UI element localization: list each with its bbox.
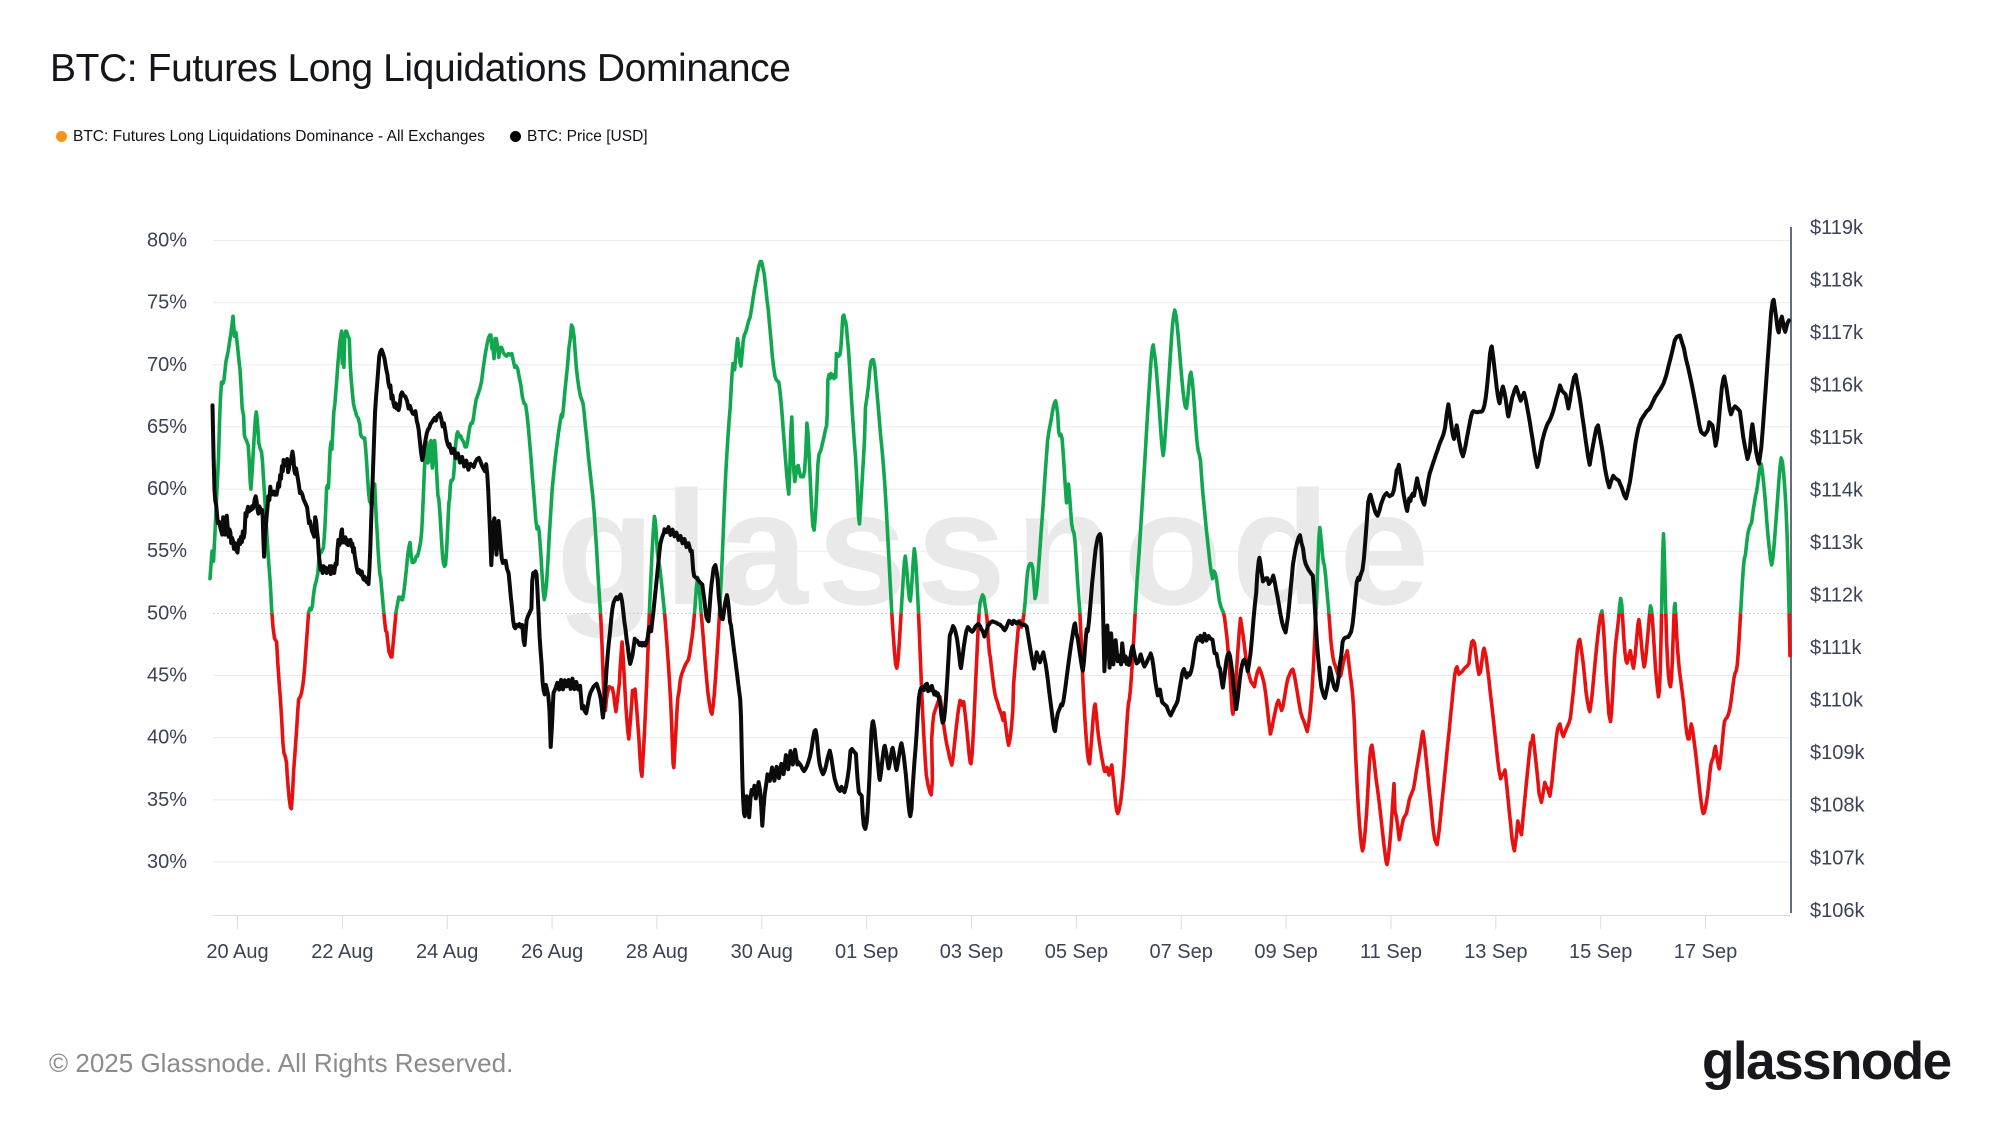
svg-text:22 Aug: 22 Aug [311, 941, 373, 963]
svg-text:$108k: $108k [1810, 795, 1865, 817]
svg-text:09 Sep: 09 Sep [1254, 941, 1317, 963]
svg-text:05 Sep: 05 Sep [1045, 941, 1108, 963]
svg-text:$114k: $114k [1810, 480, 1864, 502]
svg-text:11 Sep: 11 Sep [1360, 941, 1422, 963]
svg-text:07 Sep: 07 Sep [1150, 941, 1213, 963]
svg-text:$110k: $110k [1810, 690, 1864, 712]
svg-text:60%: 60% [147, 478, 187, 500]
svg-text:24 Aug: 24 Aug [416, 941, 478, 963]
svg-text:$113k: $113k [1810, 532, 1864, 554]
svg-text:$112k: $112k [1810, 585, 1864, 607]
svg-text:80%: 80% [147, 230, 187, 252]
svg-text:75%: 75% [147, 292, 187, 314]
svg-text:$117k: $117k [1810, 322, 1864, 344]
svg-text:55%: 55% [147, 540, 187, 562]
svg-text:$119k: $119k [1810, 217, 1864, 239]
svg-text:$116k: $116k [1810, 374, 1864, 396]
svg-text:50%: 50% [147, 602, 187, 624]
svg-text:15 Sep: 15 Sep [1569, 941, 1632, 963]
svg-text:$118k: $118k [1810, 269, 1864, 291]
svg-text:$106k: $106k [1810, 900, 1865, 922]
svg-text:35%: 35% [147, 789, 187, 811]
svg-text:70%: 70% [147, 354, 187, 376]
svg-text:$115k: $115k [1810, 427, 1864, 449]
svg-text:$107k: $107k [1810, 847, 1865, 869]
svg-text:65%: 65% [147, 416, 187, 438]
svg-text:30%: 30% [147, 851, 187, 873]
svg-text:20 Aug: 20 Aug [206, 941, 268, 963]
svg-text:40%: 40% [147, 727, 187, 749]
svg-text:17 Sep: 17 Sep [1674, 941, 1737, 963]
svg-text:13 Sep: 13 Sep [1464, 941, 1527, 963]
svg-text:01 Sep: 01 Sep [835, 941, 898, 963]
svg-text:$111k: $111k [1810, 637, 1863, 659]
svg-text:28 Aug: 28 Aug [626, 941, 688, 963]
svg-text:03 Sep: 03 Sep [940, 941, 1003, 963]
svg-text:30 Aug: 30 Aug [731, 941, 793, 963]
svg-text:$109k: $109k [1810, 742, 1865, 764]
svg-text:26 Aug: 26 Aug [521, 941, 583, 963]
svg-text:45%: 45% [147, 665, 187, 687]
